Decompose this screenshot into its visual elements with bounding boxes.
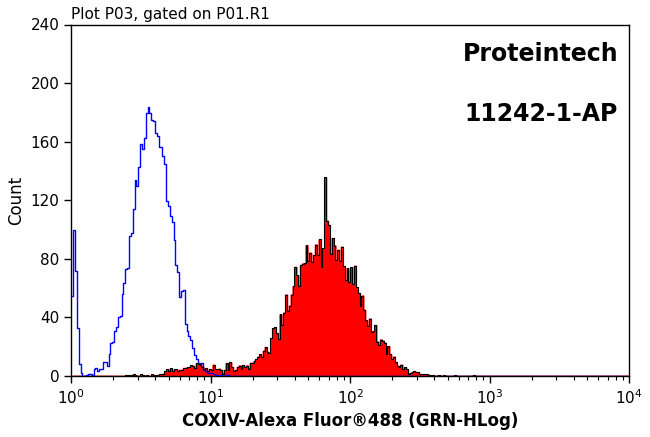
Text: 11242-1-AP: 11242-1-AP	[465, 102, 618, 126]
X-axis label: COXIV-Alexa Fluor®488 (GRN-HLog): COXIV-Alexa Fluor®488 (GRN-HLog)	[182, 412, 519, 430]
Text: Plot P03, gated on P01.R1: Plot P03, gated on P01.R1	[72, 7, 270, 22]
Text: Proteintech: Proteintech	[462, 42, 618, 66]
Y-axis label: Count: Count	[7, 176, 25, 225]
